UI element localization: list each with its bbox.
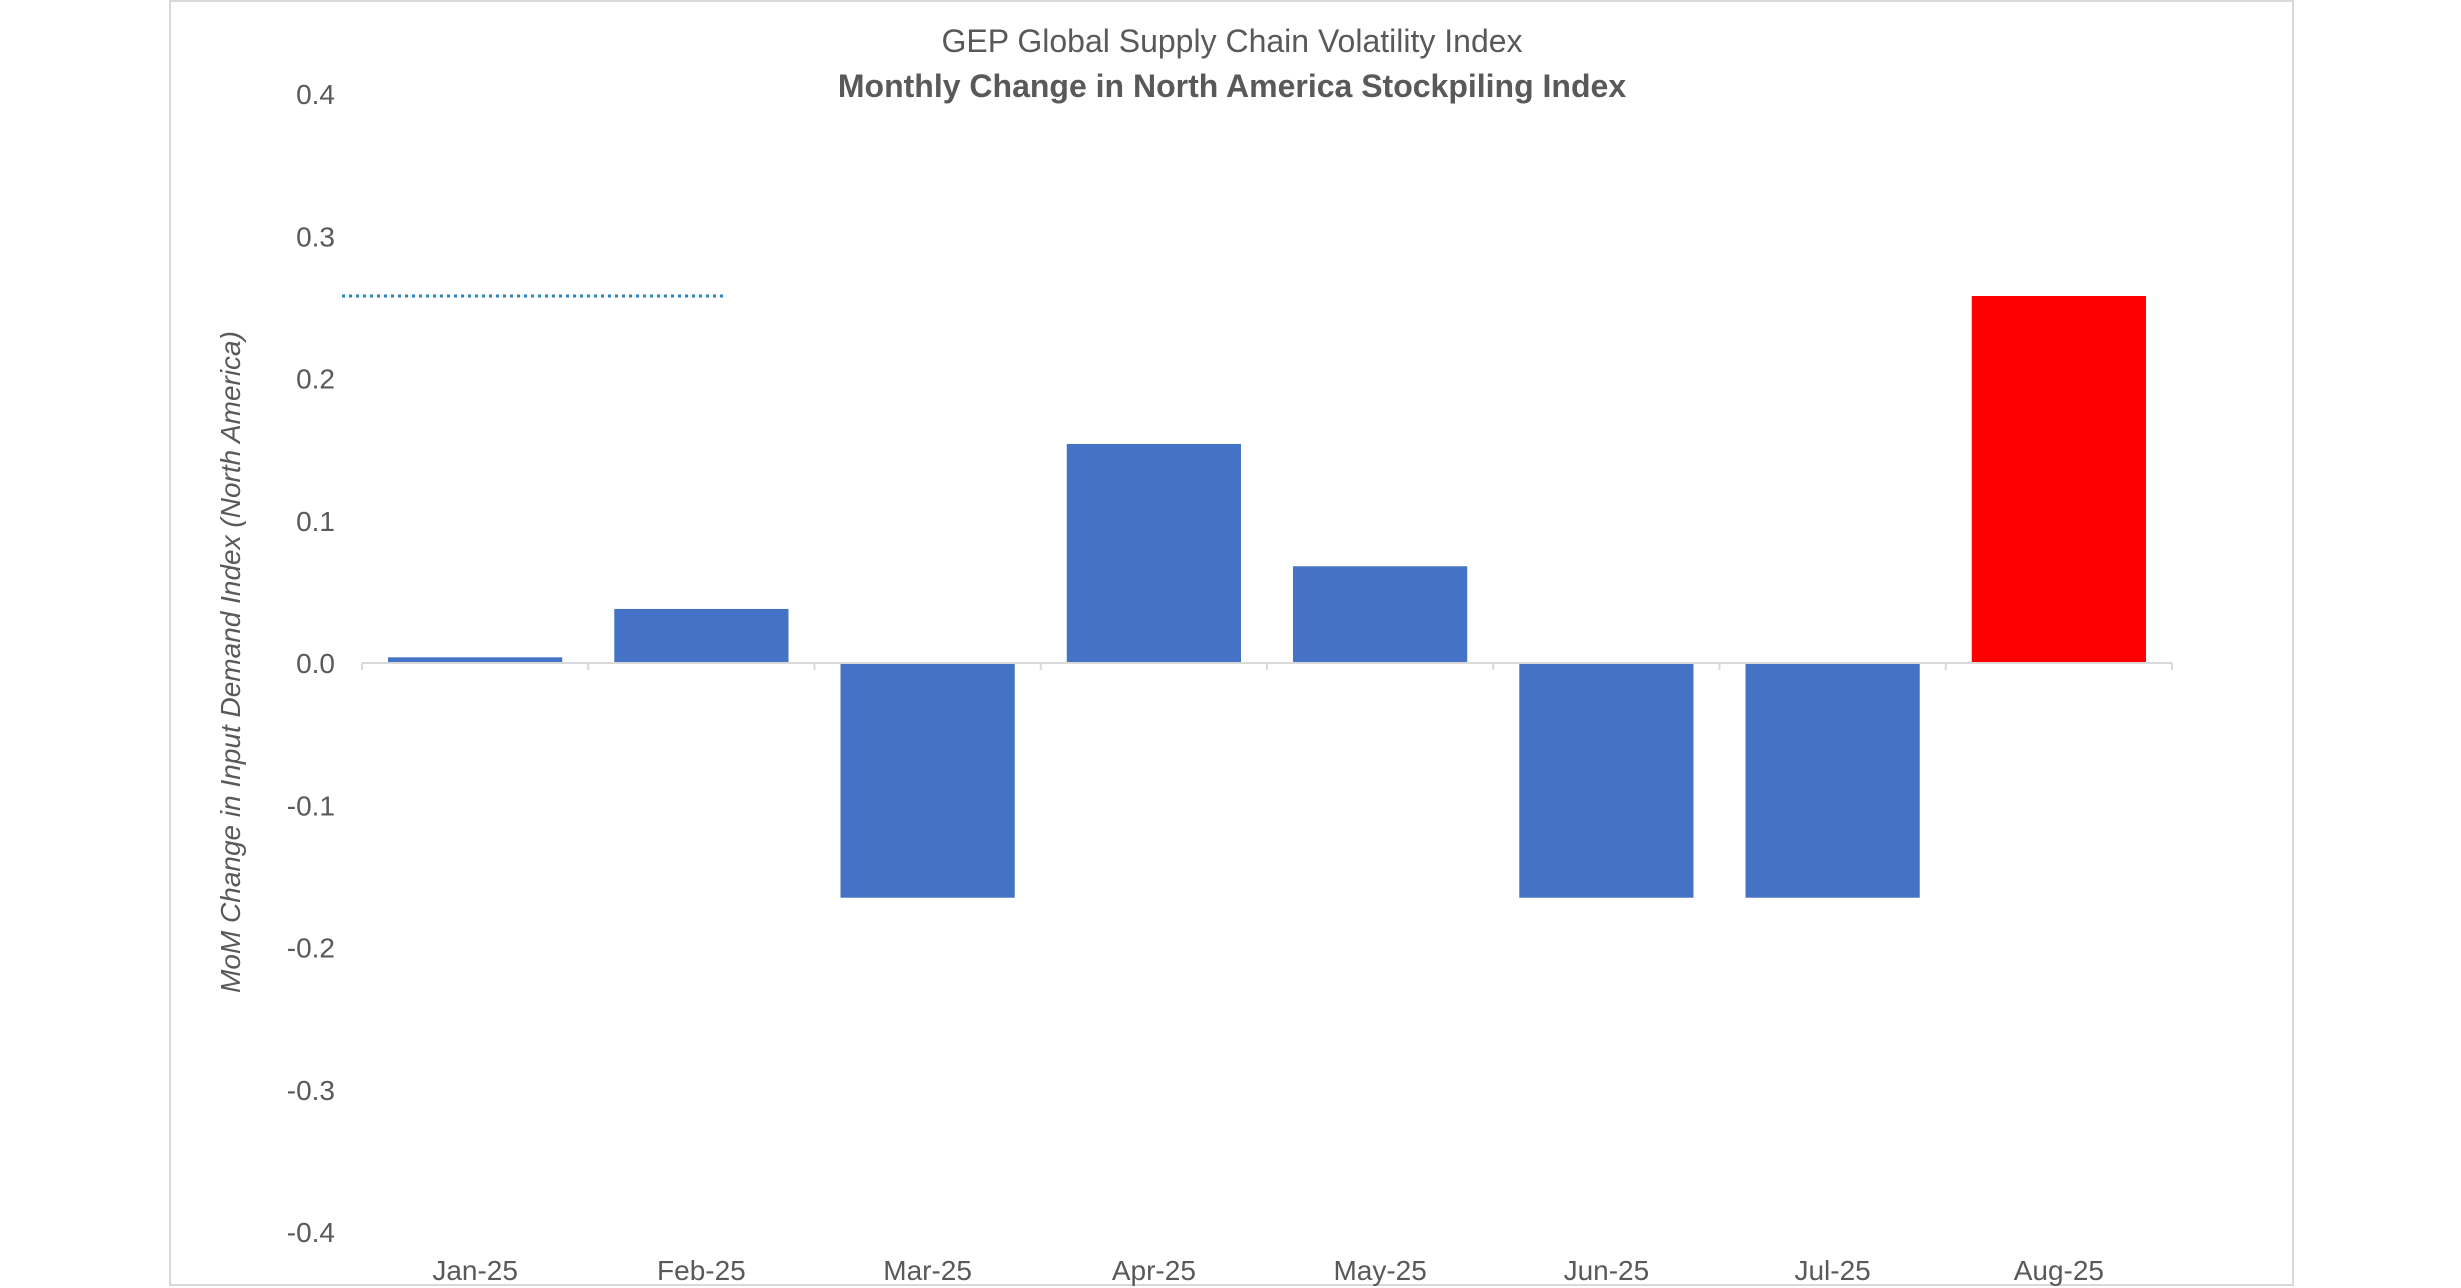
chart-subtitle: Monthly Change in North America Stockpil… bbox=[838, 68, 1626, 104]
x-tick-label: Jan-25 bbox=[432, 1255, 518, 1286]
x-tick-label: Apr-25 bbox=[1112, 1255, 1196, 1286]
x-tick-label: Jun-25 bbox=[1564, 1255, 1650, 1286]
y-tick-label: -0.1 bbox=[287, 790, 335, 821]
y-tick-label: 0.1 bbox=[296, 506, 335, 537]
bars bbox=[388, 295, 2146, 898]
x-tick-label: May-25 bbox=[1333, 1255, 1426, 1286]
y-tick-label: 0.3 bbox=[296, 221, 335, 252]
y-tick-label: 0.4 bbox=[296, 79, 335, 110]
x-tick-label: Jul-25 bbox=[1794, 1255, 1870, 1286]
bar-mar-25 bbox=[840, 663, 1015, 898]
x-axis bbox=[361, 662, 2173, 670]
x-tick-label: Mar-25 bbox=[883, 1255, 972, 1286]
bar-apr-25 bbox=[1066, 443, 1241, 663]
y-tick-label: -0.3 bbox=[287, 1075, 335, 1106]
chart-title: GEP Global Supply Chain Volatility Index bbox=[941, 23, 1522, 59]
bar-may-25 bbox=[1293, 566, 1468, 663]
y-tick-label: -0.4 bbox=[287, 1217, 335, 1248]
y-axis-ticks: 0.4 0.3 0.2 0.1 0.0 -0.1 -0.2 -0.3 -0.4 bbox=[287, 79, 335, 1248]
x-tick-label: Aug-25 bbox=[2014, 1255, 2104, 1286]
x-tick-label: Feb-25 bbox=[657, 1255, 746, 1286]
bar-jun-25 bbox=[1519, 663, 1694, 898]
y-tick-label: 0.2 bbox=[296, 364, 335, 395]
y-axis-label: MoM Change in Input Demand Index (North … bbox=[215, 331, 246, 993]
x-axis-ticks: Jan-25 Feb-25 Mar-25 Apr-25 May-25 Jun-25 Jul-… bbox=[432, 1255, 2104, 1286]
bar-feb-25 bbox=[614, 608, 789, 663]
bar-jan-25 bbox=[388, 657, 563, 663]
y-tick-label: -0.2 bbox=[287, 933, 335, 964]
bar-jul-25 bbox=[1745, 663, 1920, 898]
y-tick-label: 0.0 bbox=[296, 648, 335, 679]
bar-aug-25 bbox=[1971, 295, 2146, 663]
